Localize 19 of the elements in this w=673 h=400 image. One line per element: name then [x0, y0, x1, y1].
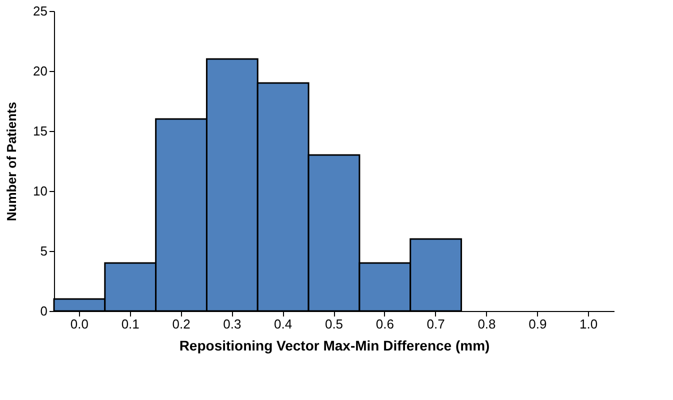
x-tick-label: 0.3	[223, 316, 242, 332]
y-tick-label: 10	[33, 184, 48, 198]
x-tick-label: 0.9	[528, 316, 547, 332]
y-tick-label: 0	[40, 304, 48, 318]
x-tick-label: 0.5	[324, 316, 344, 332]
x-tick-label: 1.0	[580, 316, 598, 332]
x-tick-label: 0.1	[121, 316, 140, 332]
y-tick-label: 25	[33, 4, 48, 18]
x-tick-label: 0.7	[426, 316, 445, 332]
x-tick-label: 0.8	[478, 316, 496, 332]
y-axis-title: Number of Patients	[4, 102, 20, 222]
y-tick-label: 15	[33, 124, 48, 138]
x-axis-title: Repositioning Vector Max-Min Difference (mm)	[179, 338, 490, 354]
x-tick-label: 0.0	[70, 316, 88, 332]
y-tick-label: 5	[40, 244, 48, 258]
x-tick-label: 0.2	[172, 316, 190, 332]
x-tick-label: 0.6	[376, 316, 394, 332]
y-tick-label: 20	[33, 64, 48, 78]
x-tick-label: 0.4	[274, 316, 292, 332]
